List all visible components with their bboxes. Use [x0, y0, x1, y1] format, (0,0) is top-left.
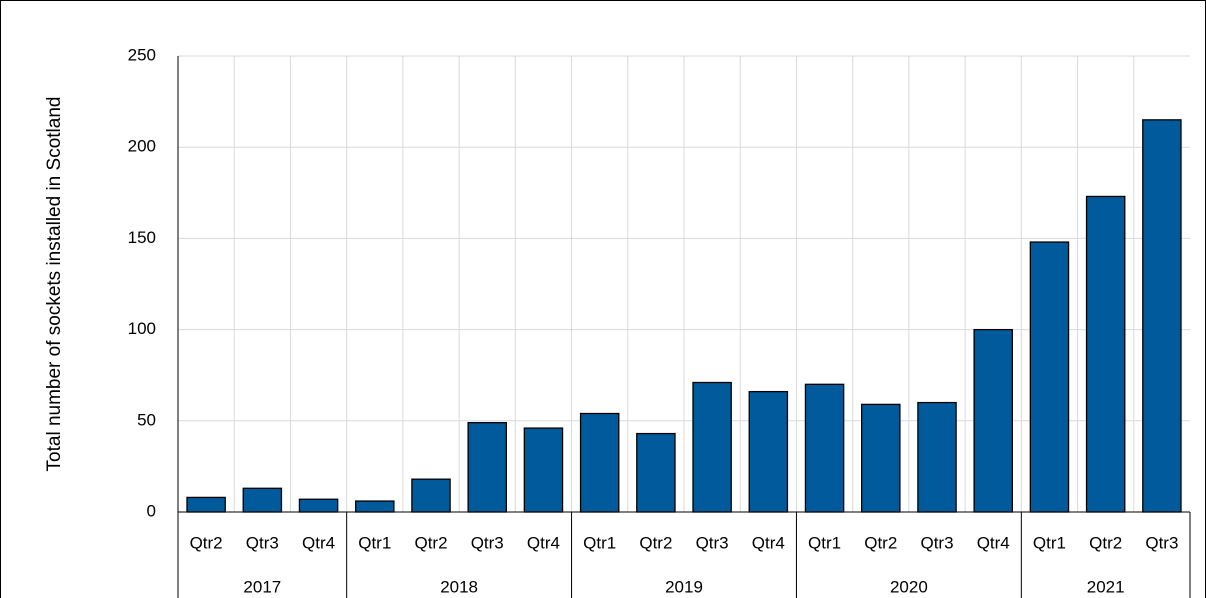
x-tick-label: Qtr3	[471, 533, 504, 552]
x-tick-label: Qtr4	[302, 533, 335, 552]
x-tick-label: Qtr2	[414, 533, 447, 552]
bar	[636, 432, 676, 513]
x-tick-label: Qtr2	[190, 533, 223, 552]
bar	[523, 427, 564, 513]
bar	[748, 390, 789, 513]
bar	[973, 328, 1013, 513]
y-tick-label: 100	[128, 319, 156, 338]
x-tick-label: Qtr2	[639, 533, 672, 552]
bar	[692, 381, 732, 513]
bar	[186, 496, 226, 513]
y-tick-label: 200	[128, 137, 156, 156]
bar	[411, 478, 451, 513]
bar	[298, 498, 339, 513]
bar	[1142, 119, 1182, 513]
y-tick-label: 250	[128, 45, 156, 64]
x-tick-label: Qtr2	[1089, 533, 1122, 552]
bar	[804, 383, 845, 513]
x-group-label: 2019	[665, 577, 703, 596]
y-tick-label: 0	[147, 501, 156, 520]
x-tick-label: Qtr4	[752, 533, 785, 552]
x-tick-label: Qtr1	[808, 533, 841, 552]
y-tick-label: 150	[128, 228, 156, 247]
bar	[467, 421, 507, 513]
y-tick-label: 50	[137, 410, 156, 429]
bar	[355, 500, 395, 513]
x-tick-label: Qtr3	[1145, 533, 1178, 552]
x-group-label: 2017	[243, 577, 281, 596]
bar	[1085, 195, 1126, 513]
bar	[861, 403, 901, 513]
bar	[1029, 241, 1070, 513]
x-group-label: 2021	[1087, 577, 1125, 596]
bar	[579, 412, 620, 513]
bar	[917, 401, 957, 513]
x-tick-label: Qtr4	[977, 533, 1010, 552]
x-group-label: 2020	[890, 577, 928, 596]
x-tick-label: Qtr4	[527, 533, 560, 552]
x-tick-label: Qtr1	[583, 533, 616, 552]
y-axis-label: Total number of sockets installed in Sco…	[44, 96, 65, 472]
x-tick-label: Qtr1	[1033, 533, 1066, 552]
x-tick-label: Qtr3	[246, 533, 279, 552]
x-tick-label: Qtr3	[920, 533, 953, 552]
x-tick-label: Qtr1	[358, 533, 391, 552]
bar	[242, 487, 283, 513]
x-group-label: 2018	[440, 577, 478, 596]
x-tick-label: Qtr3	[696, 533, 729, 552]
x-tick-label: Qtr2	[864, 533, 897, 552]
